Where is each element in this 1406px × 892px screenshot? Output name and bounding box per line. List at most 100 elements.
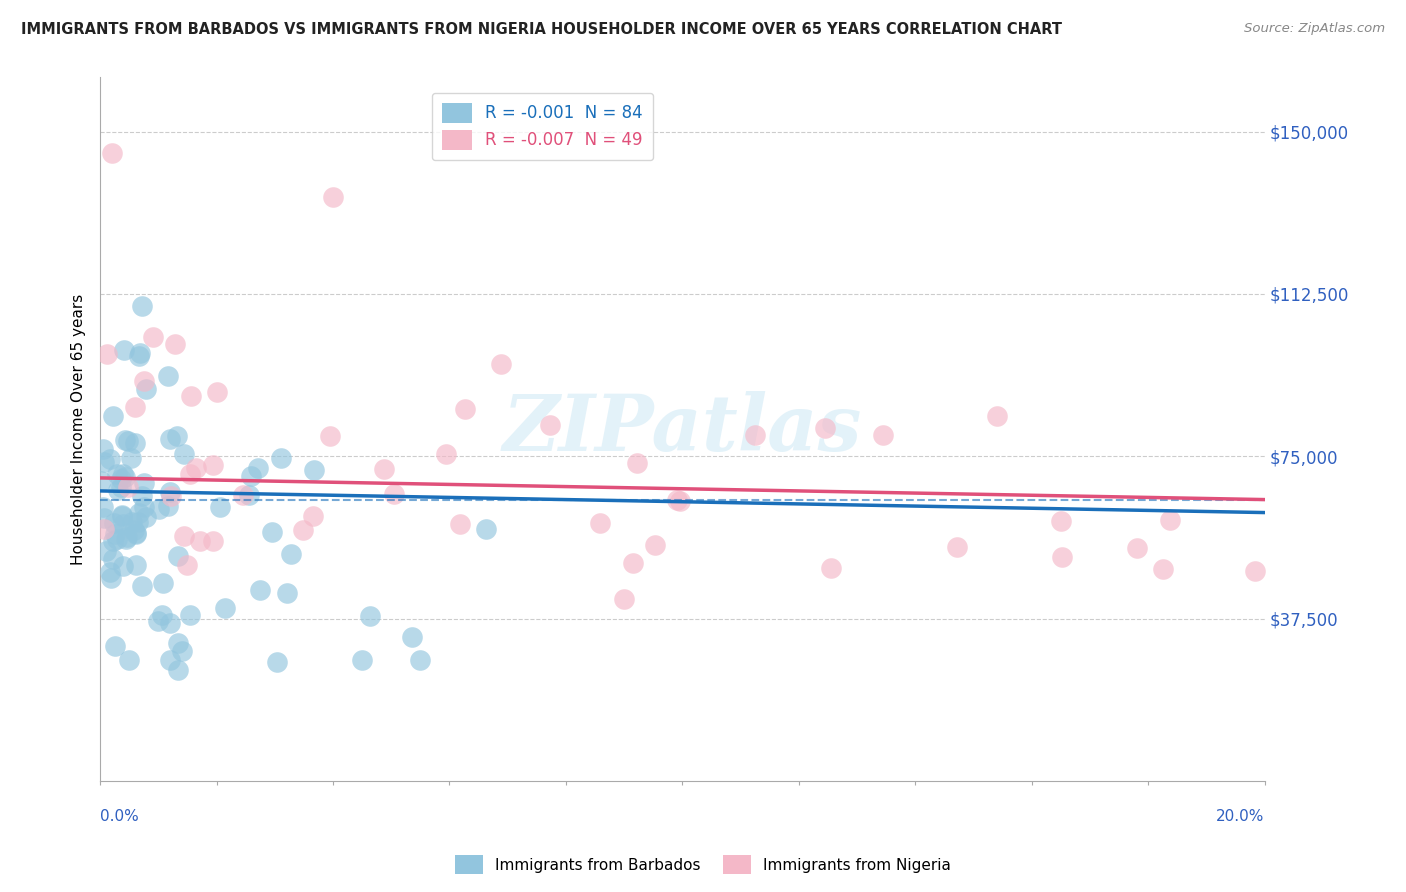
Point xyxy=(104,527,127,541)
Point xyxy=(101,551,124,566)
Point xyxy=(1159,513,1181,527)
Point xyxy=(93,442,115,456)
Point xyxy=(103,639,125,653)
Point xyxy=(205,385,228,400)
Point xyxy=(131,579,153,593)
Point xyxy=(280,547,302,561)
Point xyxy=(166,429,188,443)
Point xyxy=(359,608,381,623)
Point xyxy=(538,418,561,433)
Point xyxy=(132,500,155,514)
Point xyxy=(1050,549,1073,564)
Point xyxy=(352,653,374,667)
Point xyxy=(180,389,202,403)
Point xyxy=(93,522,115,536)
Point xyxy=(122,523,145,537)
Point xyxy=(176,558,198,572)
Point xyxy=(100,146,122,161)
Point xyxy=(814,421,837,435)
Point xyxy=(131,299,153,313)
Point xyxy=(125,558,148,573)
Point xyxy=(240,469,263,483)
Point xyxy=(121,515,143,529)
Point xyxy=(114,533,136,547)
Point xyxy=(167,549,190,563)
Point xyxy=(179,467,201,481)
Point xyxy=(166,663,188,677)
Point xyxy=(209,500,232,515)
Text: 20.0%: 20.0% xyxy=(1216,809,1264,824)
Point xyxy=(111,559,134,574)
Point xyxy=(160,489,183,503)
Point xyxy=(322,189,344,203)
Point xyxy=(589,516,612,530)
Point xyxy=(820,560,842,574)
Point xyxy=(150,607,173,622)
Point xyxy=(93,510,115,524)
Point xyxy=(157,369,180,384)
Point xyxy=(98,451,121,466)
Point xyxy=(173,529,195,543)
Point xyxy=(128,506,150,520)
Point xyxy=(96,347,118,361)
Point xyxy=(135,509,157,524)
Point xyxy=(247,461,270,475)
Point xyxy=(152,576,174,591)
Point xyxy=(238,488,260,502)
Point xyxy=(110,479,132,493)
Point xyxy=(101,409,124,423)
Point xyxy=(148,502,170,516)
Point xyxy=(201,533,224,548)
Point xyxy=(159,432,181,446)
Point xyxy=(276,585,298,599)
Point xyxy=(114,433,136,447)
Point xyxy=(475,521,498,535)
Point xyxy=(946,540,969,554)
Point xyxy=(131,489,153,503)
Point xyxy=(249,583,271,598)
Point xyxy=(449,516,471,531)
Point xyxy=(167,636,190,650)
Point xyxy=(117,434,139,449)
Text: Source: ZipAtlas.com: Source: ZipAtlas.com xyxy=(1244,22,1385,36)
Text: 0.0%: 0.0% xyxy=(100,809,139,824)
Point xyxy=(101,533,124,548)
Point xyxy=(117,480,139,494)
Point xyxy=(188,533,211,548)
Y-axis label: Householder Income Over 65 years: Householder Income Over 65 years xyxy=(72,293,86,565)
Point xyxy=(124,400,146,414)
Point xyxy=(384,486,406,500)
Point xyxy=(159,615,181,630)
Text: IMMIGRANTS FROM BARBADOS VS IMMIGRANTS FROM NIGERIA HOUSEHOLDER INCOME OVER 65 Y: IMMIGRANTS FROM BARBADOS VS IMMIGRANTS F… xyxy=(21,22,1062,37)
Point xyxy=(105,467,128,481)
Point xyxy=(91,500,114,514)
Point xyxy=(434,447,457,461)
Point xyxy=(156,499,179,513)
Point xyxy=(621,556,644,570)
Point xyxy=(1152,562,1174,576)
Point xyxy=(129,345,152,359)
Point xyxy=(613,592,636,607)
Point xyxy=(489,357,512,371)
Point xyxy=(142,330,165,344)
Point xyxy=(112,343,135,357)
Point xyxy=(120,450,142,465)
Point xyxy=(135,382,157,396)
Point xyxy=(1049,514,1071,528)
Point xyxy=(124,436,146,450)
Point xyxy=(90,474,112,488)
Text: ZIPatlas: ZIPatlas xyxy=(503,391,862,467)
Point xyxy=(669,494,692,508)
Legend: Immigrants from Barbados, Immigrants from Nigeria: Immigrants from Barbados, Immigrants fro… xyxy=(449,849,957,880)
Point xyxy=(665,492,688,507)
Point xyxy=(125,525,148,540)
Point xyxy=(744,428,766,442)
Point xyxy=(302,508,325,523)
Point xyxy=(146,614,169,628)
Point xyxy=(401,630,423,644)
Point xyxy=(96,543,118,558)
Point xyxy=(184,460,207,475)
Point xyxy=(100,571,122,585)
Legend: R = -0.001  N = 84, R = -0.007  N = 49: R = -0.001 N = 84, R = -0.007 N = 49 xyxy=(432,93,654,161)
Point xyxy=(214,601,236,615)
